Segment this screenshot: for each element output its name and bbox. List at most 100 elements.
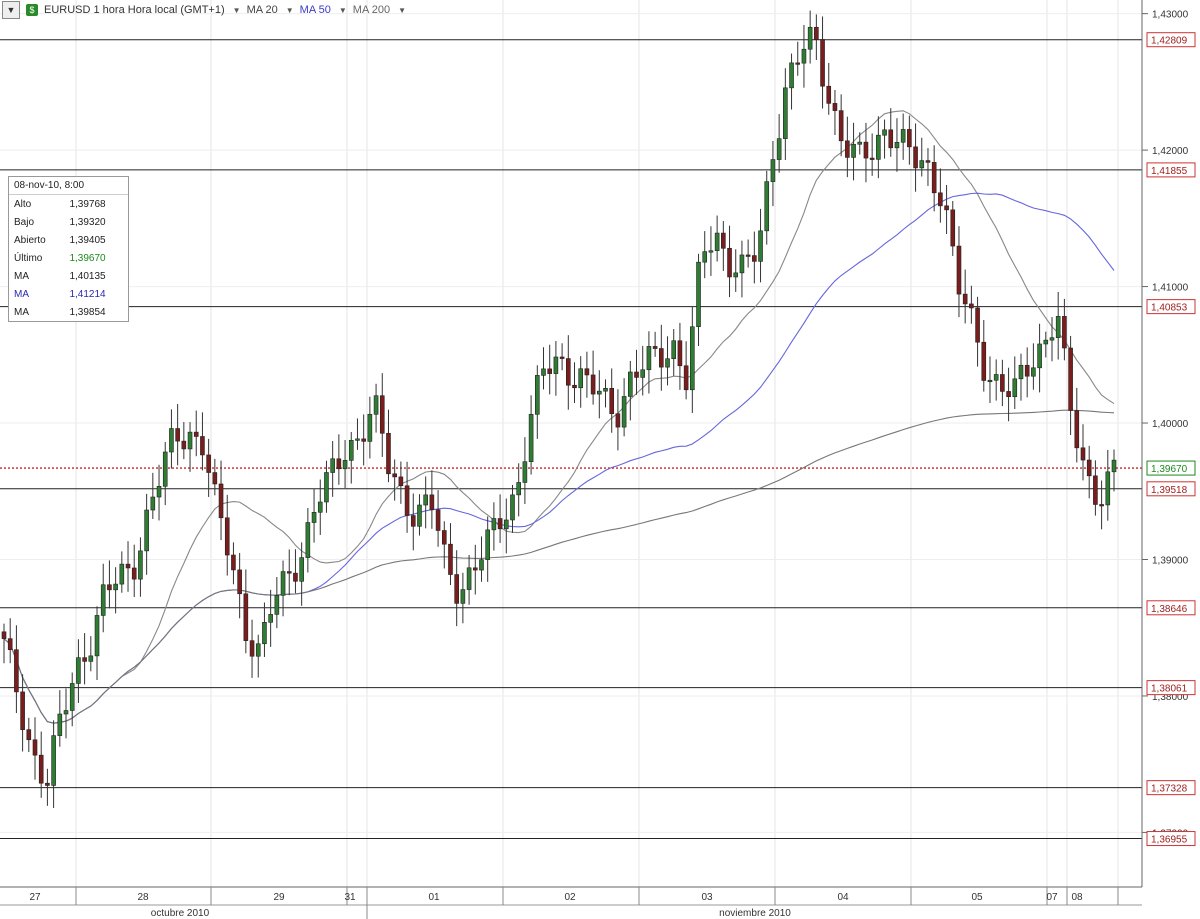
ma200-label[interactable]: MA 200 bbox=[352, 4, 391, 16]
bull-candle bbox=[770, 159, 776, 182]
data-window: 08-nov-10, 8:00 Alto 1,39768 Bajo 1,39320 … bbox=[8, 176, 129, 322]
bull-candle bbox=[113, 583, 118, 591]
bull-candle bbox=[423, 494, 428, 506]
bull-candle bbox=[1049, 337, 1055, 341]
bull-candle bbox=[88, 655, 94, 662]
bear-candle bbox=[956, 245, 962, 295]
bull-candle bbox=[597, 390, 602, 395]
bear-candle bbox=[249, 640, 255, 657]
bull-candle bbox=[156, 486, 162, 498]
level-tag bbox=[1146, 162, 1196, 178]
info-row-alto: Alto 1,39768 bbox=[9, 195, 128, 213]
bull-candle bbox=[919, 160, 925, 169]
bear-candle bbox=[107, 584, 112, 591]
bull-candle bbox=[150, 496, 156, 511]
ma50-dropdown-icon[interactable]: ▼ bbox=[338, 5, 347, 15]
bull-candle bbox=[516, 482, 521, 496]
bear-candle bbox=[869, 157, 875, 160]
bull-candle bbox=[348, 439, 354, 461]
bull-candle bbox=[466, 567, 472, 590]
bear-candle bbox=[386, 432, 391, 475]
bull-candle bbox=[144, 509, 149, 552]
bull-candle bbox=[758, 230, 763, 262]
day-label: 29 bbox=[273, 892, 285, 903]
ma20-label[interactable]: MA 20 bbox=[246, 4, 278, 16]
bear-candle bbox=[181, 440, 187, 450]
ma20-line bbox=[3, 110, 1115, 724]
bull-candle bbox=[317, 501, 323, 513]
symbol-label[interactable]: EURUSD 1 hora Hora local (GMT+1) bbox=[44, 4, 225, 16]
bear-candle bbox=[26, 729, 32, 741]
ma50-label[interactable]: MA 50 bbox=[299, 4, 331, 16]
bull-candle bbox=[628, 371, 633, 397]
menu-dropdown-button[interactable]: ▼ bbox=[2, 1, 20, 19]
bull-candle bbox=[807, 26, 813, 50]
bull-candle bbox=[522, 461, 528, 483]
bear-candle bbox=[752, 255, 757, 262]
bear-candle bbox=[832, 103, 838, 111]
info-row-bajo: Bajo 1,39320 bbox=[9, 213, 128, 231]
bear-candle bbox=[20, 691, 25, 730]
info-label: MA bbox=[14, 306, 29, 318]
bear-candle bbox=[795, 62, 801, 65]
bull-candle bbox=[665, 358, 670, 368]
bear-candle bbox=[131, 567, 137, 580]
bull-candle bbox=[1012, 378, 1018, 398]
bull-candle bbox=[503, 519, 509, 530]
bull-candle bbox=[57, 713, 63, 736]
bull-candle bbox=[851, 143, 856, 158]
bear-candle bbox=[727, 247, 732, 278]
bear-candle bbox=[547, 368, 552, 374]
bull-candle bbox=[1055, 316, 1061, 338]
info-label: Último bbox=[14, 252, 43, 264]
bull-candle bbox=[51, 735, 56, 786]
ma20-dropdown-icon[interactable]: ▼ bbox=[285, 5, 294, 15]
bull-candle bbox=[621, 396, 627, 428]
day-label: 27 bbox=[29, 892, 41, 903]
bear-candle bbox=[212, 472, 218, 485]
level-tag-label: 1,42809 bbox=[1151, 36, 1188, 47]
bear-candle bbox=[584, 368, 590, 376]
bear-candle bbox=[472, 567, 478, 571]
symbol-icon: $ bbox=[26, 4, 38, 16]
bear-candle bbox=[721, 232, 726, 249]
info-row-ma200: MA 1,39854 bbox=[9, 303, 128, 321]
bear-candle bbox=[392, 473, 397, 478]
bear-candle bbox=[1093, 475, 1098, 505]
bear-candle bbox=[566, 358, 571, 386]
bull-candle bbox=[702, 251, 708, 263]
horizontal-levels bbox=[0, 39, 1142, 840]
ma200-dropdown-icon[interactable]: ▼ bbox=[398, 5, 407, 15]
info-value: 1,39405 bbox=[69, 234, 106, 246]
y-tick-label: 1,38000 bbox=[1152, 692, 1189, 703]
level-tag-label: 1,40853 bbox=[1151, 303, 1188, 314]
bear-candle bbox=[175, 428, 180, 442]
day-label: 05 bbox=[971, 892, 983, 903]
bull-candle bbox=[671, 340, 677, 360]
bull-candle bbox=[268, 614, 273, 623]
symbol-dropdown-icon[interactable]: ▼ bbox=[232, 5, 241, 15]
bull-candle bbox=[801, 48, 807, 64]
bull-candle bbox=[510, 494, 515, 521]
bear-candle bbox=[14, 649, 19, 693]
bear-candle bbox=[950, 209, 956, 247]
bull-candle bbox=[324, 472, 329, 503]
info-value: 1,39320 bbox=[69, 216, 106, 228]
bull-candle bbox=[299, 557, 304, 582]
level-tag bbox=[1146, 780, 1196, 796]
bull-candle bbox=[882, 129, 887, 136]
bull-candle bbox=[100, 584, 106, 616]
y-tick-label: 1,42000 bbox=[1152, 146, 1189, 157]
info-row-ma50: MA 1,41214 bbox=[9, 285, 128, 303]
bull-candle bbox=[789, 62, 794, 89]
bull-candle bbox=[690, 326, 695, 391]
bear-candle bbox=[652, 346, 658, 349]
bull-candle bbox=[280, 571, 286, 596]
bear-candle bbox=[1, 631, 7, 639]
bull-candle bbox=[162, 451, 168, 487]
bull-candle bbox=[987, 379, 993, 383]
bull-candle bbox=[640, 369, 646, 378]
info-row-abierto: Abierto 1,39405 bbox=[9, 231, 128, 249]
bear-candle bbox=[845, 140, 850, 158]
